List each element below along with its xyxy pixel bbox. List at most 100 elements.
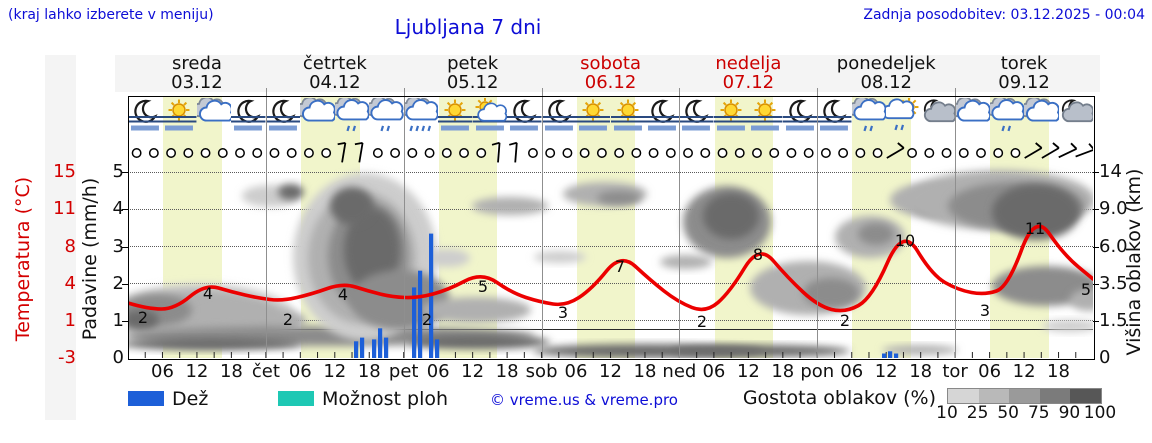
temp-tick-1: 11 [36,199,76,218]
temperature-axis-label: Temperatura (°C) [11,109,35,409]
wind-calm-circle [873,149,881,157]
temperature-label-11: 11 [1021,221,1049,237]
x-tick-torek-18: 18 [1037,361,1081,382]
temperature-label-4: 4 [329,287,357,303]
day-separator-5 [817,88,818,358]
precip-tick-2: 3 [94,237,124,256]
wind-precip-temp-layer [128,96,1093,358]
day-name: torek [935,55,1113,74]
wind-calm-circle [253,149,261,157]
wind-calm-circle [219,149,227,157]
temperature-label-5: 5 [469,279,497,295]
rain-bar [354,341,358,358]
wind-calm-circle [718,149,726,157]
wind-calm-circle [288,149,296,157]
meteogram-app: (kraj lahko izberete v meniju) Ljubljana… [0,0,1152,443]
wind-calm-circle [460,149,468,157]
wind-calm-circle [701,149,709,157]
copyright-link[interactable]: © vreme.us & vreme.pro [488,391,680,409]
temperature-label-10: 10 [891,233,919,249]
wind-barb [503,140,525,163]
left-tick-mark-1 [122,209,128,210]
wind-calm-circle [529,149,537,157]
menu-hint-text: (kraj lahko izberete v meniju) [8,7,214,23]
x-tick-day-pon: pon [795,361,839,382]
density-segment-75 [1040,389,1071,403]
wind-calm-circle [391,149,399,157]
rain-bar [894,354,898,359]
wind-calm-circle [374,149,382,157]
wind-calm-circle [598,149,606,157]
precip-tick-1: 4 [94,199,124,218]
precip-tick-3: 2 [94,274,124,293]
wind-calm-circle [977,149,985,157]
wind-calm-circle [1011,149,1019,157]
wind-calm-circle [563,149,571,157]
density-segment-25 [979,389,1010,403]
x-tick-day-čet: čet [244,361,288,382]
wind-barb [1076,142,1093,160]
temperature-label-2: 2 [831,313,859,329]
wind-calm-circle [236,149,244,157]
rain-bar [888,351,892,358]
density-segment-50 [1009,389,1040,403]
wind-calm-circle [322,149,330,157]
wind-calm-circle [753,149,761,157]
temperature-label-3: 3 [971,303,999,319]
wind-calm-circle [150,149,158,157]
x-tick-day-sob: sob [520,361,564,382]
plot-area: 24242537282103115 [128,96,1093,358]
wind-barb [331,140,353,163]
temperature-label-2: 2 [129,310,157,326]
right-tick-mark-1 [1093,209,1099,210]
temperature-label-4: 4 [194,286,222,302]
rain-bar [435,339,439,358]
wind-calm-circle [787,149,795,157]
temperature-label-2: 2 [274,312,302,328]
wind-calm-circle [856,149,864,157]
cloud-density-colorbar [947,388,1102,404]
wind-calm-circle [546,149,554,157]
showers-legend-swatch [278,391,314,406]
wind-calm-circle [804,149,812,157]
wind-calm-circle [908,149,916,157]
wind-calm-circle [477,149,485,157]
precip-tick-0: 5 [94,162,124,181]
temperature-label-3: 3 [549,305,577,321]
wind-calm-circle [167,149,175,157]
day-separator-2 [404,88,405,358]
wind-calm-circle [632,149,640,157]
wind-calm-circle [305,149,313,157]
wind-barb [1059,142,1077,158]
rain-legend-label: Dež [172,389,208,409]
x-tick-day-ned: ned [657,361,701,382]
wind-barb [887,143,904,158]
wind-calm-circle [839,149,847,157]
right-tick-mark-3 [1093,284,1099,285]
rain-bar [378,328,382,358]
showers-legend-label: Možnost ploh [322,389,448,409]
rain-bar [360,338,364,358]
wind-calm-circle [667,149,675,157]
day-header-torek: torek09.12 [935,55,1113,92]
rain-bar [372,339,376,358]
right-tick-mark-2 [1093,247,1099,248]
density-tick-100: 100 [1082,403,1118,423]
wind-calm-circle [132,149,140,157]
left-tick-mark-0 [122,172,128,173]
left-tick-mark-3 [122,284,128,285]
wind-calm-circle [994,149,1002,157]
wind-barb [348,140,370,163]
temp-tick-3: 4 [36,274,76,293]
left-tick-mark-4 [122,321,128,322]
temperature-label-2: 2 [413,312,441,328]
cloudheight-tick-3: 3.5 [1099,274,1145,293]
wind-calm-circle [184,149,192,157]
x-tick-day-pet: pet [382,361,426,382]
temperature-label-8: 8 [744,247,772,263]
precip-tick-4: 1 [94,311,124,330]
temp-tick-5: -3 [36,348,76,367]
wind-calm-circle [736,149,744,157]
cloudheight-axis-label: Višina oblakov (km) [1122,112,1146,412]
day-separator-1 [266,88,267,358]
